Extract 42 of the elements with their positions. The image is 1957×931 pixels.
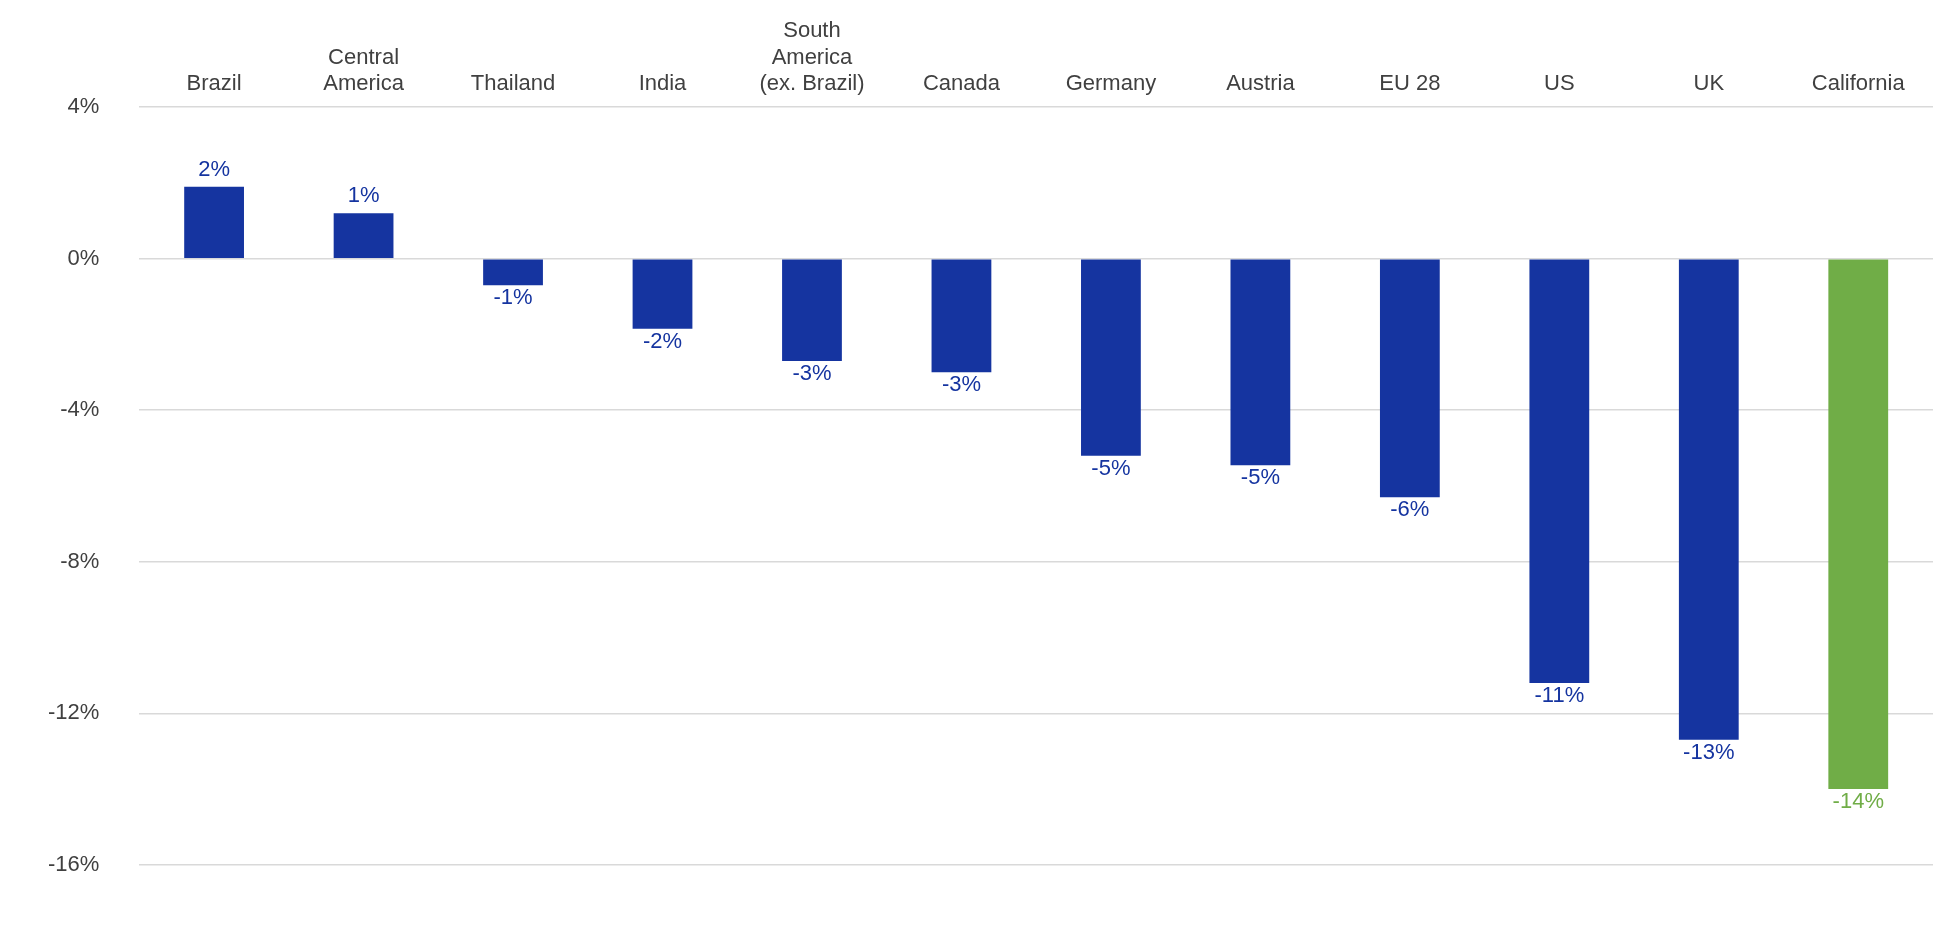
bar (782, 259, 842, 361)
y-tick-label: -4% (60, 396, 100, 422)
bar (931, 259, 992, 373)
x-tick-label: California (1811, 70, 1906, 96)
bar (1529, 259, 1590, 683)
data-label: -5% (1240, 464, 1280, 490)
x-tick-label: Brazil (186, 70, 242, 96)
x-tick-label: Thailand (470, 70, 556, 96)
data-label: -1% (493, 284, 533, 310)
x-tick-label: UK (1693, 70, 1725, 96)
data-label: -3% (792, 360, 832, 386)
y-tick-label: 0% (67, 244, 100, 270)
y-tick-label: -12% (48, 699, 100, 725)
data-label: -13% (1683, 738, 1735, 764)
x-tick-label: South America (ex. Brazil) (759, 17, 865, 96)
y-tick-label: -8% (60, 547, 100, 573)
bar (1379, 259, 1440, 498)
bar (1678, 259, 1739, 740)
x-tick-label: US (1544, 70, 1575, 96)
bar (632, 259, 693, 329)
y-tick-label: -16% (48, 850, 100, 876)
x-tick-label: EU 28 (1379, 70, 1441, 96)
bar (483, 259, 543, 286)
x-tick-label: Canada (922, 70, 1001, 96)
data-label: -2% (642, 327, 683, 353)
bar (333, 213, 394, 258)
data-label: -11% (1534, 682, 1585, 708)
x-tick-label: Austria (1226, 70, 1296, 96)
data-label: -5% (1091, 454, 1131, 480)
y-tick-label: 4% (67, 93, 100, 119)
data-label: 2% (198, 155, 230, 181)
bar (1081, 259, 1141, 456)
bar (184, 186, 244, 258)
x-tick-label: India (638, 70, 688, 96)
data-label: -3% (941, 371, 982, 397)
bar (1828, 259, 1889, 790)
data-label: -14% (1832, 788, 1884, 814)
data-label: -6% (1390, 496, 1430, 522)
x-tick-label: Central America (323, 43, 405, 96)
data-label: 1% (347, 182, 380, 208)
x-tick-label: Germany (1065, 70, 1157, 96)
bar (1230, 259, 1291, 466)
